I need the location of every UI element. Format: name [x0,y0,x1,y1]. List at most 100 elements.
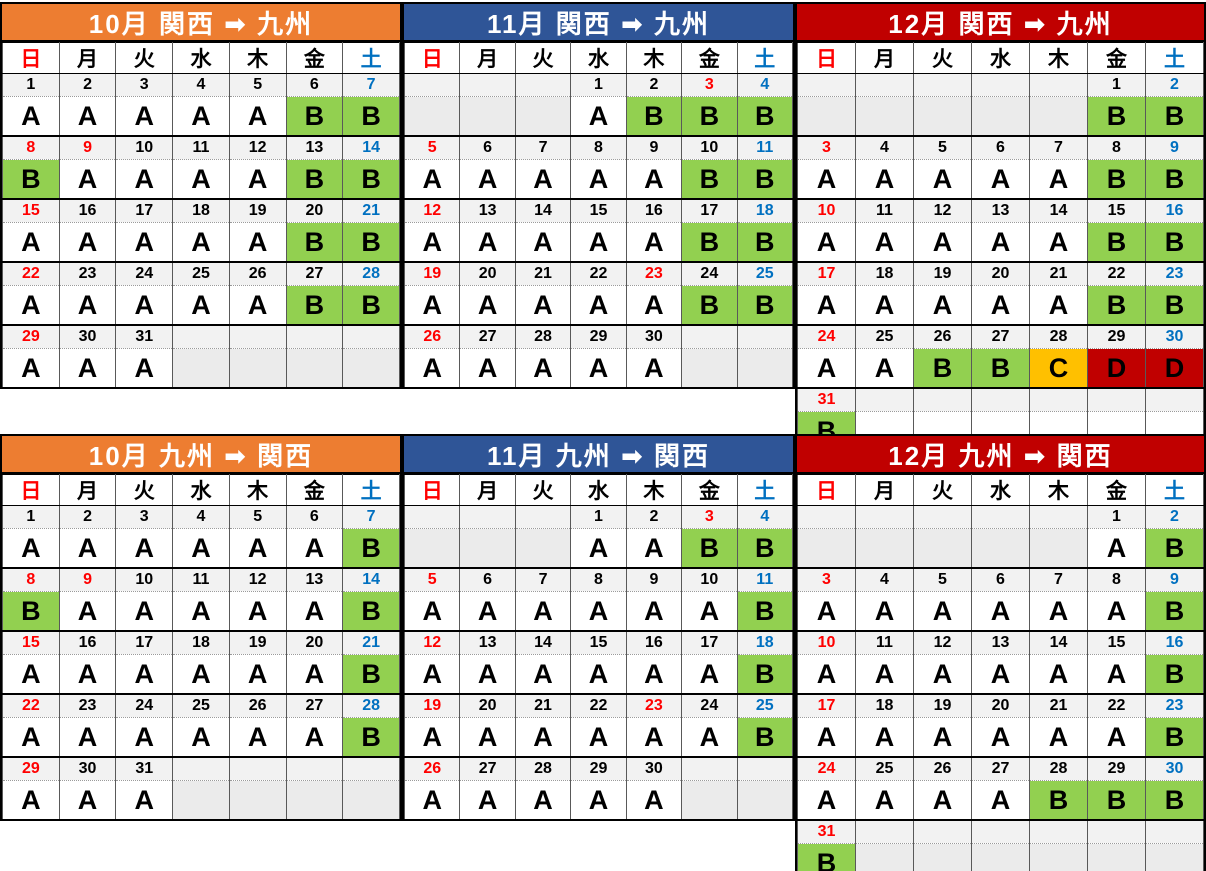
empty-date-cell [797,73,856,97]
fare-cell: A [2,96,60,136]
weekday-header-cell: 土 [342,474,400,506]
date-cell: 30 [1145,756,1204,781]
date-cell: 10 [115,135,174,160]
empty-date-cell [736,756,794,781]
empty-date-cell [459,505,516,529]
fare-cell: B [1087,285,1146,325]
fare-cell: A [228,717,287,757]
empty-fare-cell [403,528,461,568]
date-cell: 31 [797,819,856,844]
fare-cell: B [2,591,60,631]
fare-cell: A [514,348,572,387]
weekday-header-row: 日月火水木金土 [2,474,400,506]
empty-date-cell [1145,387,1204,412]
date-cell: 25 [172,261,230,286]
date-row: 12 13 14 15 16 17 18 [403,198,794,223]
fare-cell: A [172,591,230,631]
date-cell: 12 [228,567,287,592]
fare-cell: B [736,159,794,199]
date-cell: 15 [1087,630,1146,655]
date-row: 24 25 26 27 28 29 30 [797,324,1204,349]
weekday-header-row: 日月火水木金土 [797,474,1204,506]
date-cell: 24 [797,756,856,781]
fare-cell: B [797,843,856,871]
weekday-header-cell: 木 [625,42,683,74]
date-cell: 22 [570,261,627,286]
weekday-header-cell: 火 [514,474,572,506]
date-cell: 8 [1087,135,1146,160]
fare-cell: A [115,159,174,199]
fare-cell: A [1029,222,1088,262]
empty-fare-cell [681,348,738,387]
fare-cell: A [1029,654,1088,694]
calendar-title: 12月 関西 ➡ 九州 [797,4,1204,42]
fare-cell: A [797,717,856,757]
empty-date-cell [342,756,400,781]
date-cell: 24 [115,261,174,286]
date-cell: 21 [342,630,400,655]
date-row: 24 25 26 27 28 29 30 [797,756,1204,781]
weekday-header-cell: 金 [681,42,738,74]
date-cell: 26 [913,324,972,349]
date-cell: 12 [403,630,461,655]
empty-date-cell [855,819,914,844]
fare-cell: A [570,159,627,199]
empty-fare-cell [971,528,1030,568]
date-cell: 27 [285,261,344,286]
date-cell: 31 [115,756,174,781]
date-cell: 19 [403,693,461,718]
date-cell: 24 [681,261,738,286]
fare-cell: B [736,591,794,631]
weekday-header-cell: 日 [403,42,461,74]
fare-cell: A [1087,654,1146,694]
fare-cell: B [285,96,344,136]
fare-cell: B [736,717,794,757]
date-cell: 12 [228,135,287,160]
fare-cell: A [459,348,516,387]
calendar-title: 10月 九州 ➡ 関西 [2,436,400,474]
date-cell: 11 [736,567,794,592]
empty-date-cell [913,505,972,529]
empty-date-cell [228,756,287,781]
date-cell: 27 [285,693,344,718]
date-row: 22 23 24 25 26 27 28 [2,261,400,286]
fare-cell: A [459,591,516,631]
empty-fare-cell [681,780,738,819]
empty-date-cell [228,324,287,349]
date-cell: 23 [58,693,117,718]
fare-cell: A [2,222,60,262]
weekday-header-cell: 日 [797,42,856,74]
date-cell: 29 [570,756,627,781]
empty-date-cell [1087,387,1146,412]
fare-cell: A [403,222,461,262]
date-cell: 26 [403,756,461,781]
weekday-header-cell: 金 [681,474,738,506]
date-cell: 15 [1087,198,1146,223]
empty-date-cell [514,505,572,529]
weekday-header-cell: 火 [115,42,174,74]
date-cell: 14 [342,567,400,592]
date-cell: 12 [913,630,972,655]
date-cell: 15 [2,198,60,223]
date-cell: 23 [1145,261,1204,286]
date-cell: 25 [172,693,230,718]
date-row: 17 18 19 20 21 22 23 [797,261,1204,286]
date-cell: 6 [459,135,516,160]
empty-fare-cell [736,348,794,387]
date-cell: 18 [736,630,794,655]
date-cell: 22 [570,693,627,718]
empty-date-cell [1029,819,1088,844]
fare-cell: B [736,285,794,325]
empty-fare-cell [971,96,1030,136]
fare-cell: A [797,159,856,199]
